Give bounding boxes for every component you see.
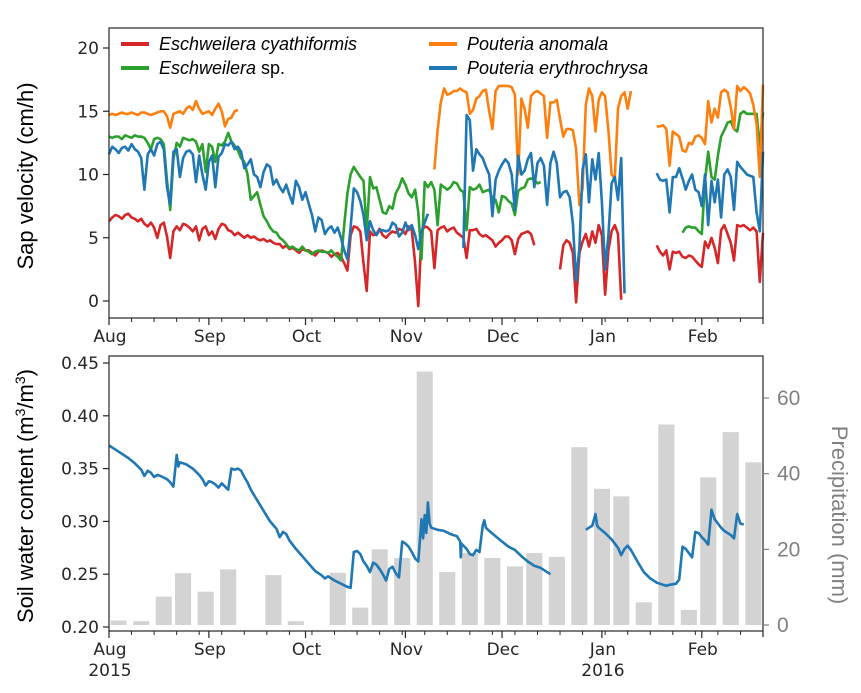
precipitation-bar	[416, 371, 433, 625]
sap-velocity-y-ticks: 0 5 10 15 20	[77, 39, 109, 312]
soil-water-y-label: Soil water content (m3/m3)	[12, 369, 38, 623]
sap-velocity-y-label: Sap velocity (cm/h)	[13, 82, 38, 269]
series-line-eschweilera-cyathiformis	[108, 212, 765, 308]
precipitation-bar	[394, 558, 411, 625]
legend: Eschweilera cyathiformis Pouteria anomal…	[121, 34, 648, 78]
y-tick-label: 0.35	[61, 460, 99, 480]
precipitation-bar	[133, 621, 150, 625]
y-tick-label: 10	[77, 166, 99, 186]
soil-water-panel: 0.20 0.25 0.30 0.35 0.40 0.45 0 20 40 60 Aug Sep O…	[12, 354, 852, 681]
x-tick-label-dec: Dec	[487, 640, 520, 660]
y-tick-label: 15	[77, 102, 99, 122]
precipitation-y-label: Precipitation (mm)	[827, 426, 852, 604]
precipitation-bar	[526, 553, 543, 625]
precipitation-bars	[110, 371, 762, 625]
legend-item-eschweilera-sp: Eschweilera sp.	[121, 58, 285, 78]
y-tick-label: 5	[88, 229, 99, 249]
soil-water-x-ticks: Aug Sep Oct Nov Dec Jan Feb	[93, 631, 764, 660]
x-tick-label-oct: Oct	[292, 327, 322, 347]
x-tick-label-oct: Oct	[292, 640, 322, 660]
legend-item-pouteria-erythrochrysa: Pouteria erythrochrysa	[429, 58, 648, 78]
precipitation-bar	[220, 569, 237, 625]
year-label-2016: 2016	[581, 661, 624, 681]
y-tick-label: 20	[77, 39, 99, 59]
sap-velocity-panel: 0 5 10 15 20 Aug Sep Oct Nov Dec Jan Feb Sap veloc…	[13, 27, 765, 347]
y2-tick-label: 0	[777, 614, 789, 637]
precipitation-bar	[352, 607, 369, 625]
y2-tick-label: 60	[777, 387, 800, 410]
precipitation-bar	[110, 620, 127, 625]
year-labels: 2015 2016	[88, 661, 624, 681]
precipitation-bar	[571, 447, 588, 625]
precipitation-bar	[197, 591, 214, 625]
y-tick-label: 0.20	[61, 618, 99, 638]
y-tick-label: 0.30	[61, 512, 99, 532]
x-tick-label-aug: Aug	[93, 640, 126, 660]
precipitation-bar	[506, 566, 523, 625]
x-tick-label-nov: Nov	[390, 640, 423, 660]
precipitation-bar	[371, 549, 388, 625]
y-tick-label: 0.45	[61, 354, 99, 374]
precipitation-bar	[155, 596, 172, 625]
legend-label-eschweilera-sp: Eschweilera sp.	[159, 58, 285, 78]
x-tick-label-sep: Sep	[194, 640, 226, 660]
precipitation-bar	[484, 558, 501, 625]
x-tick-label-feb: Feb	[688, 640, 718, 660]
series-line-eschweilera-sp	[108, 110, 765, 262]
legend-label-pouteria-erythrochrysa: Pouteria erythrochrysa	[467, 58, 648, 78]
series-line-pouteria-erythrochrysa	[107, 113, 765, 294]
x-tick-label-feb: Feb	[688, 327, 718, 347]
soil-water-y-ticks: 0.20 0.25 0.30 0.35 0.40 0.45	[61, 354, 109, 638]
legend-label-pouteria-anomala: Pouteria anomala	[467, 34, 608, 54]
y-tick-label: 0.25	[61, 565, 99, 585]
precipitation-bar	[593, 488, 610, 625]
precipitation-bar	[680, 609, 697, 625]
y-tick-label: 0	[88, 292, 99, 312]
sap-velocity-plot-frame	[108, 27, 764, 319]
soil-water-content-line	[108, 444, 745, 590]
legend-item-pouteria-anomala: Pouteria anomala	[429, 34, 608, 54]
x-tick-label-aug: Aug	[93, 327, 126, 347]
soil-water-line	[108, 444, 745, 590]
precipitation-bar	[287, 621, 304, 625]
precipitation-bar	[700, 477, 717, 625]
soil-water-plot-frame	[108, 355, 764, 632]
x-tick-label-nov: Nov	[390, 327, 423, 347]
precipitation-bar	[635, 602, 652, 625]
precipitation-bar	[265, 575, 282, 625]
precipitation-bar	[613, 496, 630, 625]
precipitation-bar	[722, 432, 739, 625]
precipitation-bar	[548, 556, 565, 625]
y-tick-label: 0.40	[61, 407, 99, 427]
precipitation-bar	[175, 573, 192, 625]
sap-velocity-lines	[107, 84, 765, 308]
sap-velocity-x-ticks: Aug Sep Oct Nov Dec Jan Feb	[93, 318, 764, 347]
x-tick-label-dec: Dec	[487, 327, 520, 347]
legend-label-eschweilera-cyathiformis: Eschweilera cyathiformis	[159, 34, 357, 54]
legend-item-eschweilera-cyathiformis: Eschweilera cyathiformis	[121, 34, 357, 54]
x-tick-label-jan: Jan	[589, 327, 616, 347]
series-line-pouteria-anomala	[108, 84, 765, 207]
x-tick-label-sep: Sep	[194, 327, 226, 347]
precipitation-bar	[658, 424, 675, 625]
precipitation-bar	[745, 462, 762, 625]
precipitation-y-ticks: 0 20 40 60	[763, 387, 800, 637]
y2-tick-label: 40	[777, 463, 800, 486]
x-tick-label-jan: Jan	[589, 640, 616, 660]
y2-tick-label: 20	[777, 538, 800, 561]
year-label-2015: 2015	[88, 661, 131, 681]
precipitation-bar	[439, 572, 456, 625]
precipitation-bar	[461, 553, 478, 625]
precipitation-bar	[329, 572, 346, 625]
